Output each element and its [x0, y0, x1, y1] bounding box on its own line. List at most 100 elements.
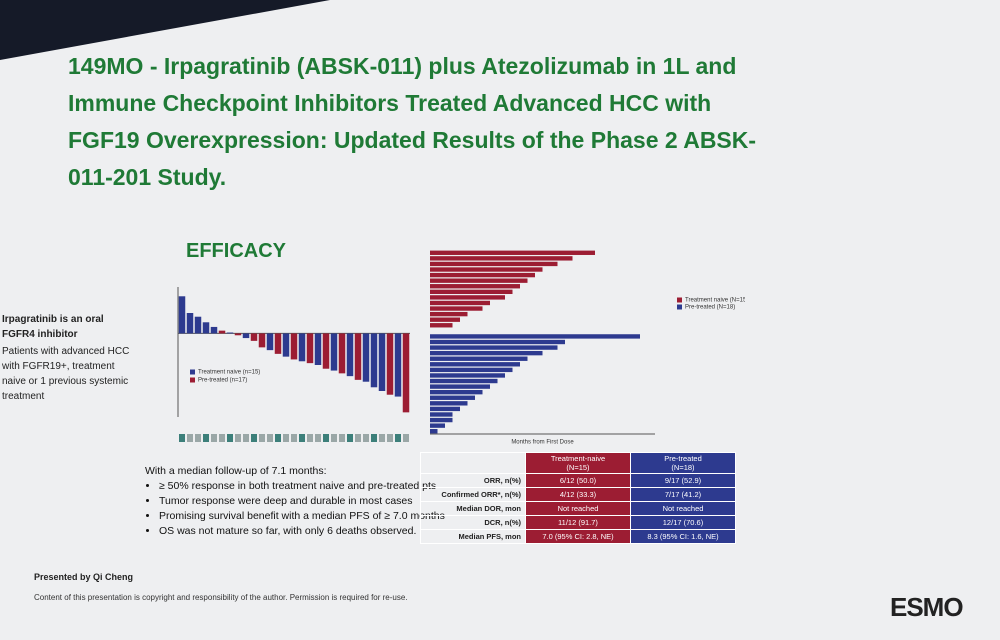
biomarker-cell [243, 434, 249, 442]
bar [430, 429, 438, 434]
biomarker-cell [251, 434, 257, 442]
biomarker-cell [315, 434, 321, 442]
biomarker-cell [339, 434, 345, 442]
summary: With a median follow-up of 7.1 months: ≥… [145, 464, 445, 539]
bar [430, 289, 513, 295]
column-label: Pre-treated [664, 454, 702, 463]
bar [298, 333, 306, 362]
biomarker-cell [355, 434, 361, 442]
bar [430, 284, 520, 289]
bar [430, 267, 543, 272]
bar [430, 417, 453, 423]
bullet: Tumor response were deep and durable in … [159, 494, 445, 509]
corner [420, 452, 526, 474]
section-heading: EFFICACY [186, 240, 286, 262]
bar [430, 406, 460, 412]
legend-swatch [190, 377, 195, 383]
bar [430, 384, 490, 389]
bar [430, 345, 558, 350]
table-row: Median PFS, mon 7.0 (95% CI: 2.8, NE) 8.3 … [420, 529, 736, 544]
table-cell: 12/17 (70.6) [630, 515, 736, 530]
bar [314, 333, 322, 365]
table-row: DCR, n(%) 11/12 (91.7) 12/17 (70.6) [420, 515, 736, 530]
bar [346, 333, 354, 377]
summary-intro: With a median follow-up of 7.1 months: [145, 465, 327, 477]
bar [178, 296, 186, 334]
biomarker-cell [331, 434, 337, 442]
bar [394, 333, 402, 397]
bar [430, 356, 528, 361]
bar [218, 330, 226, 334]
bar [282, 333, 290, 357]
bar [306, 333, 314, 364]
biomarker-cell [283, 434, 289, 442]
bar [430, 373, 505, 378]
table-cell: 6/12 (50.0) [525, 473, 631, 488]
table-cell: 4/12 (33.3) [525, 487, 631, 502]
bar [250, 333, 258, 341]
biomarker-cell [227, 434, 233, 442]
bar [430, 300, 490, 306]
sidebar-text: Irpagratinib is an oral FGFR4 inhibitor [2, 314, 104, 340]
legend-swatch [677, 304, 682, 310]
bar [430, 412, 453, 417]
column-n: (N=18) [671, 463, 695, 472]
bullet: OS was not mature so far, with only 6 de… [159, 524, 445, 539]
bar [362, 333, 370, 382]
row-label: Confirmed ORR*, n(%) [420, 487, 526, 502]
swimmer-chart: Months from First Dose Treatment naive (N… [430, 250, 745, 446]
column-n: (N=15) [566, 463, 590, 472]
results-table: Treatment-naive (N=15) Pre-treated (N=18) … [420, 452, 736, 544]
row-label: Median DOR, mon [420, 501, 526, 516]
bar [430, 317, 460, 322]
biomarker-cell [387, 434, 393, 442]
bar [430, 395, 475, 400]
slide-title: 149MO - Irpagratinib (ABSK-011) plus Ate… [68, 53, 757, 190]
bar [430, 272, 535, 278]
biomarker-cell [211, 434, 217, 442]
biomarker-cell [363, 434, 369, 442]
table-cell: 7.0 (95% CI: 2.8, NE) [525, 529, 631, 544]
bar [330, 333, 338, 371]
header-row: Treatment-naive (N=15) Pre-treated (N=18) [420, 452, 736, 474]
bar [274, 333, 282, 354]
sidebar-text: Patients with advanced HCC with FGFR19+,… [2, 346, 130, 402]
bar [430, 295, 505, 300]
bar [322, 333, 330, 369]
bar [430, 334, 640, 339]
legend-label: Treatment naive (n=15) [198, 370, 260, 376]
bar [430, 389, 483, 395]
bar [210, 326, 218, 334]
biomarker-cell [219, 434, 225, 442]
biomarker-cell [179, 434, 185, 442]
bar [386, 333, 394, 395]
bar [338, 333, 346, 374]
bar [290, 333, 298, 360]
table-cell: 7/17 (41.2) [630, 487, 736, 502]
bar [378, 333, 386, 391]
biomarker-cell [235, 434, 241, 442]
bullet: ≥ 50% response in both treatment naive a… [159, 479, 445, 494]
bar [430, 250, 595, 255]
column-header: Pre-treated (N=18) [630, 452, 736, 474]
bar [402, 333, 410, 413]
presenter: Presented by Qi Cheng [34, 572, 134, 582]
biomarker-cell [267, 434, 273, 442]
biomarker-cell [347, 434, 353, 442]
bar [354, 333, 362, 380]
biomarker-cell [195, 434, 201, 442]
bar [430, 423, 445, 428]
bar [234, 333, 242, 336]
bar [186, 313, 194, 334]
table-cell: Not reached [525, 501, 631, 516]
bar [194, 316, 202, 334]
bar [430, 350, 543, 356]
biomarker-cell [299, 434, 305, 442]
bar [430, 362, 520, 367]
bar [430, 367, 513, 373]
biomarker-cell [323, 434, 329, 442]
bullet: Promising survival benefit with a median… [159, 509, 445, 524]
bar [430, 401, 468, 406]
